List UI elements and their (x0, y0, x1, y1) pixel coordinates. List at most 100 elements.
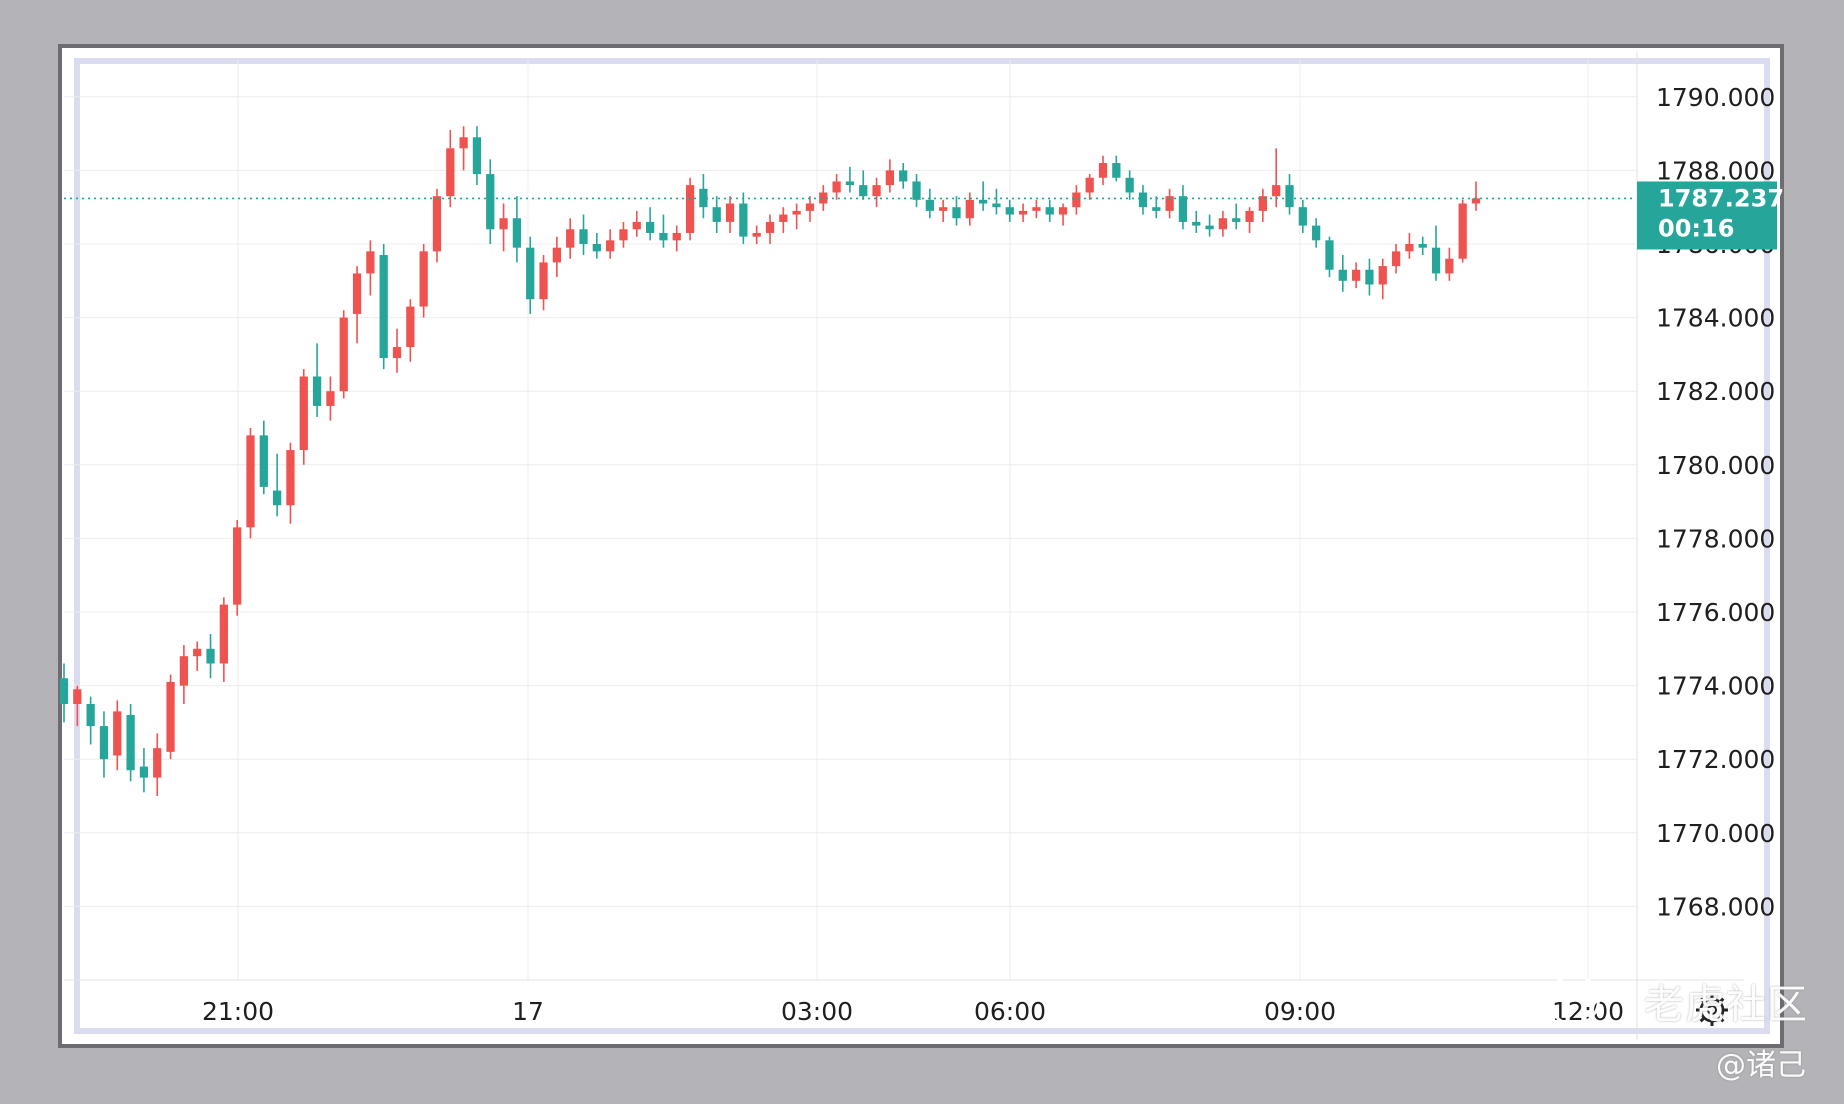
candle-body (486, 174, 495, 230)
candle-body (1112, 163, 1121, 178)
candle-body (312, 376, 322, 406)
candle-body (712, 207, 721, 222)
candle-body (379, 255, 388, 359)
candle-body (1032, 207, 1041, 211)
candle-body (619, 229, 628, 241)
candle-body (552, 247, 561, 263)
candle-body (512, 218, 522, 248)
candle-body (1418, 244, 1427, 248)
candle-body (885, 170, 895, 186)
candle-body (73, 689, 82, 704)
candle-body (166, 681, 175, 752)
candle-body (286, 450, 295, 506)
candle-body (699, 188, 708, 208)
candle-body (579, 229, 588, 244)
price-tick-label: 1776.000 (1656, 598, 1775, 627)
candle-body (1378, 266, 1387, 285)
candle-body (779, 214, 788, 222)
candle-body (1125, 177, 1134, 193)
candle-body (406, 306, 415, 348)
candle-body (845, 181, 855, 186)
candle-body (86, 704, 95, 727)
candle-body (912, 181, 921, 200)
candle-body (499, 218, 508, 230)
candle-body (446, 148, 455, 197)
candle-body (1218, 218, 1228, 230)
candle-body (1045, 207, 1054, 215)
candle-body (193, 648, 202, 657)
candle-body (1192, 221, 1201, 226)
watermark-user: @诸己 (1716, 1048, 1806, 1083)
price-tick-label: 1778.000 (1656, 524, 1775, 553)
candle-body (299, 376, 308, 451)
candle-body (179, 656, 189, 686)
candle-body (965, 199, 974, 219)
chart-panel (74, 58, 1770, 1034)
candle-body (632, 221, 641, 230)
settings-gear-icon[interactable] (1696, 994, 1728, 1026)
candle-body (1178, 196, 1188, 222)
candle-body (539, 262, 548, 300)
candle-body (659, 232, 668, 241)
candle-body (472, 137, 482, 175)
candle-body (1098, 163, 1108, 178)
candle-body (352, 273, 362, 314)
price-tick-label: 1790.000 (1656, 83, 1775, 112)
candle-body (832, 181, 841, 193)
tiger-logo-icon (1548, 974, 1600, 1026)
candle-body (606, 240, 615, 252)
time-axis[interactable]: 21:00 17 03:00 06:00 09:00 12:00 (202, 997, 1624, 1026)
candle-body (979, 199, 988, 204)
candle-body (899, 170, 908, 182)
candle-body (326, 391, 335, 406)
candle-body (1391, 251, 1401, 267)
candle-body (526, 247, 535, 300)
price-tick-label: 1770.000 (1656, 819, 1775, 848)
price-tick-label: 1768.000 (1656, 892, 1775, 921)
candle-body (1312, 225, 1321, 241)
candle-body (432, 196, 442, 252)
candle-body (805, 203, 815, 211)
price-tick-label: 1780.000 (1656, 451, 1775, 480)
candle-body (1405, 244, 1414, 252)
candle-body (752, 232, 761, 237)
candle-body (126, 715, 135, 771)
candle-body (1445, 258, 1454, 274)
candle-body (1152, 207, 1161, 211)
candle-body (1351, 269, 1361, 281)
candle-body (592, 244, 601, 252)
candle-body (1471, 198, 1481, 204)
candle-body (59, 678, 69, 704)
time-tick-label: 21:00 (202, 997, 274, 1026)
candle-body (859, 185, 868, 197)
price-tick-label: 1788.000 (1656, 156, 1775, 185)
candle-body (1365, 269, 1374, 285)
candle-body (685, 185, 695, 233)
candle-body (99, 726, 109, 760)
current-price-tag-bg (1637, 181, 1777, 250)
candle-body (1165, 196, 1174, 211)
candle-body (939, 207, 948, 211)
price-tick-label: 1772.000 (1656, 745, 1775, 774)
candle-body (992, 203, 1001, 208)
candle-body (872, 185, 881, 197)
candle-body (792, 210, 801, 215)
candle-body (219, 604, 228, 664)
candle-body (645, 221, 655, 233)
candle-body (1258, 196, 1267, 211)
candle-body (1245, 210, 1254, 222)
candle-body (246, 435, 255, 528)
candle-body (1272, 185, 1281, 197)
time-tick-label: 09:00 (1264, 997, 1336, 1026)
candle-body (339, 317, 348, 392)
candle-body (1232, 218, 1241, 222)
candle-body (925, 199, 934, 211)
candle-body (739, 203, 748, 237)
price-tick-label: 1782.000 (1656, 377, 1775, 406)
time-tick-label: 03:00 (781, 997, 853, 1026)
candle-body (392, 347, 402, 359)
candle-body (139, 766, 149, 778)
candle-body (1058, 207, 1068, 215)
current-price-value: 1787.237 (1658, 184, 1784, 212)
